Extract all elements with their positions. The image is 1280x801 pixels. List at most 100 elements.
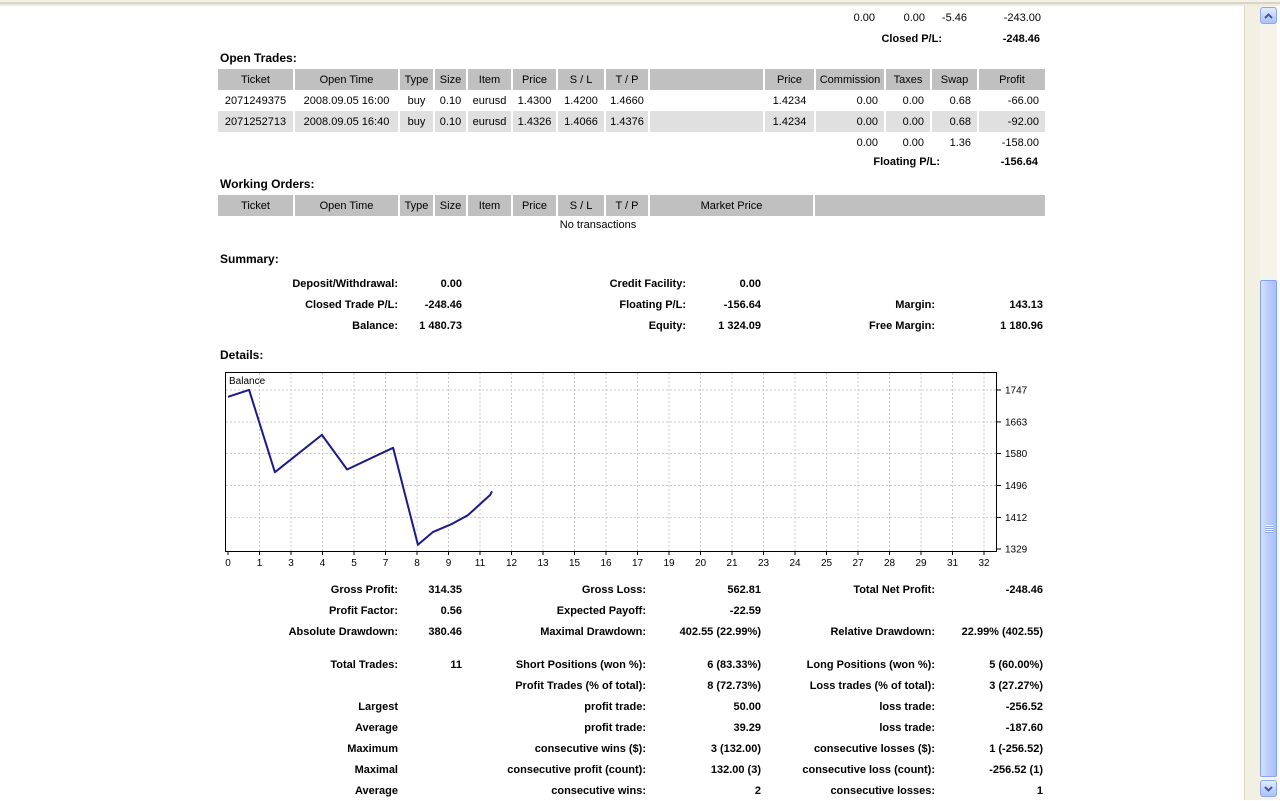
header-cell-price: Price [511,69,556,90]
label: consecutive loss (count): [802,763,935,776]
label: Closed Trade P/L: [305,298,398,311]
header-cell-item: Item [466,69,511,90]
stats-row: Profit Factor: 0.56 Expected Payoff: -22… [218,600,1043,621]
label: Balance: [352,319,398,332]
working-orders-title: Working Orders: [220,177,315,191]
closed-history-partial-row: 0.00 0.00 -5.46 -243.00 [218,9,1045,27]
stats-row: Gross Profit: 314.35 Gross Loss: 562.81 … [218,579,1043,600]
y-tick-label: 1496 [1005,481,1028,492]
label: Relative Drawdown: [830,625,935,638]
working-orders-table: Ticket Open Time Type Size Item Price S … [218,195,1045,216]
wo-header-type: Type [398,195,433,216]
cell: eurusd [466,111,511,132]
label: Long Positions (won %): [806,658,935,671]
closed-pl-row: Closed P/L: -248.46 [218,30,1045,48]
scroll-down-button[interactable] [1260,780,1277,797]
window-gutter [1244,6,1261,800]
x-tick-label: 19 [663,558,675,569]
cell: -66.00 [977,90,1045,111]
floating-pl-value: -156.64 [1000,156,1038,168]
x-tick-label: 17 [632,558,644,569]
x-tick-label: 3 [288,558,294,569]
label: Profit Factor: [328,604,398,617]
cell: 1.4376 [604,111,648,132]
value [398,780,462,801]
stats-row: Maximum consecutive wins ($): 3 (132.00)… [218,738,1043,759]
header-cell-tp: T / P [604,69,648,90]
closed-pl-value: -248.46 [1002,33,1040,45]
value: 1 324.09 [718,319,761,332]
label: Free Margin: [868,319,935,332]
stats-table-1: Gross Profit: 314.35 Gross Loss: 562.81 … [218,579,1043,642]
label: Total Net Profit: [853,583,935,596]
x-tick-label: 16 [600,558,612,569]
cell: buy [398,111,433,132]
open-trades-title: Open Trades: [220,51,297,65]
label: Margin: [895,298,935,311]
x-tick-label: 27 [852,558,864,569]
wo-header-item: Item [466,195,511,216]
header-cell-sl: S / L [556,69,604,90]
x-tick-label: 8 [414,558,420,569]
y-tick-label: 1580 [1005,449,1028,460]
value: 0.56 [440,604,462,617]
vertical-scrollbar[interactable] [1260,6,1277,800]
open-trades-header-row: Ticket Open Time Type Size Item Price S … [218,69,1045,90]
cell: 1.4234 [763,90,814,111]
x-tick-label: 1 [257,558,263,569]
stats-row: Total Trades: 11 Short Positions (won %)… [218,654,1043,675]
value: 50.00 [733,700,761,713]
header-cell-taxes: Taxes [884,69,930,90]
label: Maximal [354,763,398,776]
trade-row: 2071249375 2008.09.05 16:00 buy 0.10 eur… [218,90,1045,111]
x-tick-label: 15 [569,558,581,569]
x-tick-label: 0 [225,558,231,569]
cell: 1.4066 [556,111,604,132]
value: 380.46 [428,625,462,638]
label: Equity: [648,319,686,332]
trade-row: 2071252713 2008.09.05 16:40 buy 0.10 eur… [218,111,1045,132]
value: -256.52 [1005,700,1043,713]
totals-row: 0.00 0.00 1.36 -158.00 [218,132,1045,153]
x-tick-label: 20 [695,558,707,569]
header-cell-open-time: Open Time [293,69,398,90]
wo-header-size: Size [433,195,466,216]
value: 11 [450,658,462,671]
value: -156.64 [723,298,761,311]
value: 402.55 (22.99%) [679,625,761,638]
cell: 0.00 [884,90,930,111]
label: Deposit/Withdrawal: [292,277,398,290]
label: Credit Facility: [609,277,686,290]
label: Gross Profit: [330,583,398,596]
chevron-up-icon [1264,12,1273,19]
stats-row: Average profit trade: 39.29 loss trade: … [218,717,1043,738]
chart-series-label: Balance [229,376,266,387]
value [935,273,1043,294]
x-tick-label: 31 [947,558,959,569]
label: Short Positions (won %): [515,658,646,671]
value: 1 180.96 [1000,319,1043,332]
cell: 1.4300 [511,90,556,111]
label [218,675,398,696]
wo-header-price: Price [511,195,556,216]
label: Expected Payoff: [556,604,646,617]
label: Maximal Drawdown: [540,625,646,638]
cell: 1.4234 [763,111,814,132]
x-tick-label: 21 [726,558,738,569]
value: 562.81 [727,583,761,596]
header-cell-profit: Profit [977,69,1045,90]
stats-row: Maximal consecutive profit (count): 132.… [218,759,1043,780]
value [398,717,462,738]
label: Profit Trades (% of total): [515,679,646,692]
cell: buy [398,90,433,111]
cell: 0.00 [814,90,884,111]
label: Loss trades (% of total): [809,679,935,692]
header-cell-size: Size [433,69,466,90]
scroll-up-button[interactable] [1260,7,1277,24]
header-cell-swap: Swap [930,69,977,90]
floating-pl-label: Floating P/L: [873,156,940,168]
value: 39.29 [733,721,761,734]
value [398,738,462,759]
scrollbar-thumb[interactable] [1260,280,1277,777]
profit-total: -243.00 [1003,12,1041,24]
